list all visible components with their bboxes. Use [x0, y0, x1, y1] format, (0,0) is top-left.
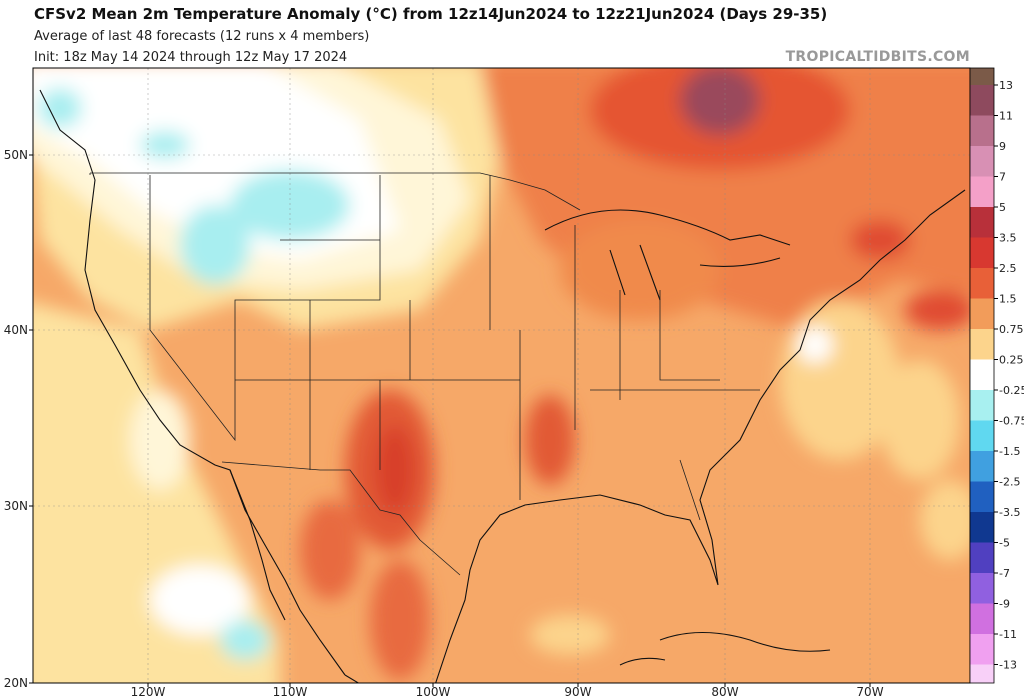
title: CFSv2 Mean 2m Temperature Anomaly (°C) f… [34, 5, 827, 23]
colorbar-label: -9 [999, 598, 1010, 611]
colorbar-label: 5 [999, 201, 1006, 214]
colorbar-segment [970, 237, 994, 268]
colorbar-label: -5 [999, 537, 1010, 550]
watermark: TROPICALTIDBITS.COM [786, 49, 970, 65]
lon-labels: 120W 110W 100W 90W 80W 70W [131, 683, 884, 699]
lon-label: 110W [273, 685, 308, 699]
borders [89, 172, 760, 576]
map-area [33, 68, 970, 683]
subtitle: Average of last 48 forecasts (12 runs x … [34, 29, 369, 44]
colorbar-label: 3.5 [999, 232, 1017, 245]
lat-label: 40N [4, 323, 28, 337]
colorbar-segment [970, 115, 994, 146]
lat-label: 20N [4, 676, 28, 690]
colorbar-label: -0.75 [999, 415, 1024, 428]
colorbar-segment [970, 68, 994, 85]
colorbar-segment [970, 207, 994, 238]
colorbar-segment [970, 542, 994, 573]
init-text: Init: 18z May 14 2024 through 12z May 17… [34, 50, 347, 65]
colorbar-segment [970, 298, 994, 329]
lat-label: 50N [4, 148, 28, 162]
colorbar-segment [970, 573, 994, 604]
colorbar-segment [970, 268, 994, 299]
colorbar-segment [970, 146, 994, 177]
colorbar-segment [970, 420, 994, 451]
colorbar-label: 13 [999, 79, 1013, 92]
colorbar-label: 11 [999, 110, 1013, 123]
colorbar-segment [970, 481, 994, 512]
colorbar-label: -0.25 [999, 384, 1024, 397]
colorbar-label: 1.5 [999, 293, 1017, 306]
colorbar-segment [970, 85, 994, 116]
colorbar-segment [970, 634, 994, 665]
colorbar-segment [970, 603, 994, 634]
colorbar-frame [969, 67, 995, 684]
colorbar-label: -7 [999, 567, 1010, 580]
colorbar-label: 0.75 [999, 323, 1024, 336]
colorbar-label: -2.5 [999, 476, 1020, 489]
colorbar-label: 7 [999, 171, 1006, 184]
colorbar-label: -1.5 [999, 445, 1020, 458]
colorbar: 13 11 9 7 5 3.5 2.5 1.5 0.75 0.25 -0.25 -0.75 -1.5 -2… [969, 67, 1024, 684]
colorbar-segment [970, 176, 994, 207]
colorbar-label: -13 [999, 659, 1017, 672]
colorbar-segment [970, 512, 994, 543]
colorbar-segment [970, 359, 994, 390]
lon-label: 120W [131, 685, 166, 699]
colorbar-segment [970, 329, 994, 360]
lat-label: 30N [4, 499, 28, 513]
lon-label: 100W [416, 685, 451, 699]
colorbar-label: 9 [999, 140, 1006, 153]
colorbar-label: -11 [999, 628, 1017, 641]
colorbar-label: 2.5 [999, 262, 1017, 275]
lon-label: 70W [856, 685, 883, 699]
lat-labels: 50N 40N 30N 20N [4, 148, 33, 690]
colorbar-label: -3.5 [999, 506, 1020, 519]
colorbar-segment [970, 390, 994, 421]
colorbar-segment [970, 451, 994, 482]
colorbar-segment [970, 664, 994, 683]
lon-label: 90W [564, 685, 591, 699]
grid-lines [33, 68, 970, 683]
lon-label: 80W [711, 685, 738, 699]
colorbar-label: 0.25 [999, 354, 1024, 367]
